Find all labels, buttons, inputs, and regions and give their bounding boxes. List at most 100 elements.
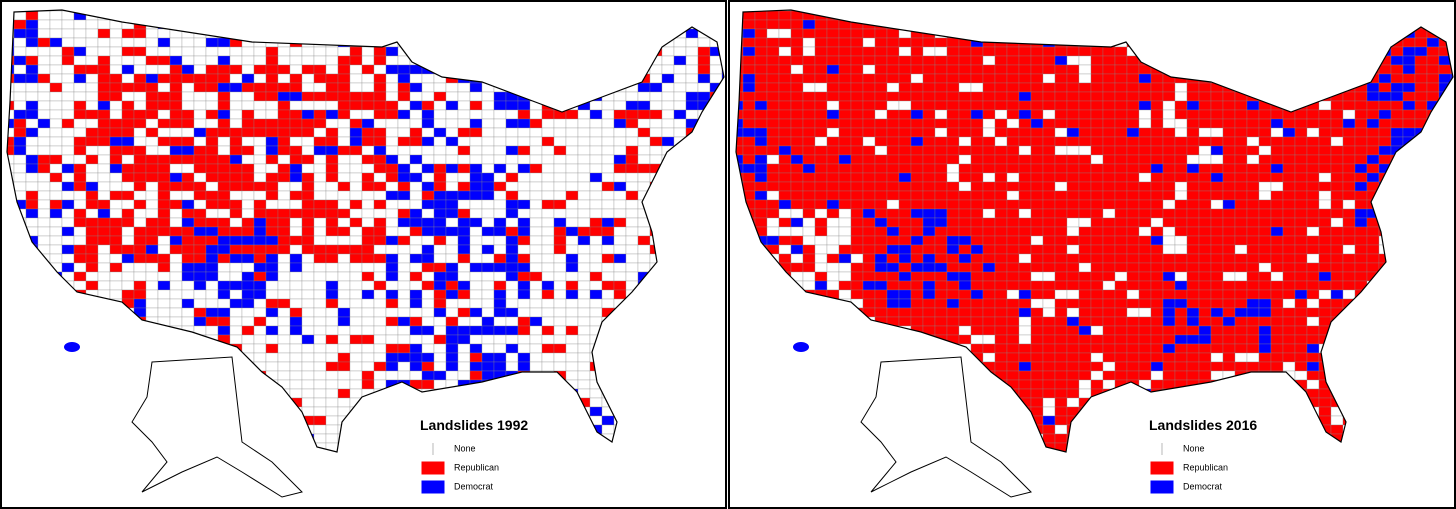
county [349, 388, 363, 399]
county [1150, 73, 1164, 84]
county [970, 163, 984, 174]
county [181, 262, 195, 273]
county [349, 136, 363, 147]
county [37, 136, 51, 147]
county [601, 136, 615, 147]
county [874, 262, 888, 273]
county [1186, 154, 1200, 165]
county [481, 217, 495, 228]
county [1150, 199, 1164, 210]
county [385, 253, 399, 264]
county [553, 280, 567, 291]
county [217, 145, 231, 156]
county [145, 181, 159, 192]
county [1210, 127, 1224, 138]
county [397, 163, 411, 174]
county [241, 226, 255, 237]
county [49, 226, 63, 237]
county [409, 109, 423, 120]
county [1342, 136, 1356, 147]
county [253, 271, 267, 282]
county [838, 55, 852, 66]
county [1042, 217, 1056, 228]
county [790, 82, 804, 93]
county [85, 163, 99, 174]
county [193, 100, 207, 111]
county [874, 226, 888, 237]
county [1354, 91, 1368, 102]
county [493, 136, 507, 147]
county [337, 253, 351, 264]
county [157, 118, 171, 129]
county [922, 145, 936, 156]
county [1006, 163, 1020, 174]
county [301, 64, 315, 75]
county [1294, 118, 1308, 129]
county [433, 280, 447, 291]
county [742, 55, 756, 66]
county [505, 127, 519, 138]
county [385, 190, 399, 201]
county [577, 370, 591, 381]
county [922, 91, 936, 102]
county [1306, 226, 1320, 237]
county [742, 28, 756, 39]
county [766, 136, 780, 147]
county [385, 109, 399, 120]
county [1090, 109, 1104, 120]
county [1366, 244, 1380, 255]
county [97, 199, 111, 210]
county [529, 235, 543, 246]
county [802, 73, 816, 84]
county [121, 118, 135, 129]
county [1162, 145, 1176, 156]
county [826, 217, 840, 228]
county [1054, 127, 1068, 138]
county [277, 316, 291, 327]
county [1006, 118, 1020, 129]
county [886, 82, 900, 93]
county [361, 118, 375, 129]
county [1222, 217, 1236, 228]
county [493, 109, 507, 120]
county [97, 163, 111, 174]
county [409, 325, 423, 336]
county [850, 208, 864, 219]
county [325, 208, 339, 219]
county [325, 145, 339, 156]
county [397, 262, 411, 273]
county [73, 190, 87, 201]
county [1162, 199, 1176, 210]
county [553, 190, 567, 201]
county [802, 145, 816, 156]
county [838, 253, 852, 264]
county [1246, 145, 1260, 156]
county [229, 82, 243, 93]
county [505, 343, 519, 354]
county [313, 244, 327, 255]
county [325, 154, 339, 165]
county [349, 379, 363, 390]
county [613, 163, 627, 174]
county [802, 163, 816, 174]
county [1078, 235, 1092, 246]
county [541, 352, 555, 363]
county [982, 100, 996, 111]
county [61, 28, 75, 39]
county [553, 145, 567, 156]
county [241, 262, 255, 273]
county [409, 163, 423, 174]
county [1162, 190, 1176, 201]
county [253, 118, 267, 129]
county [1366, 163, 1380, 174]
county [1366, 109, 1380, 120]
county [838, 82, 852, 93]
county [61, 172, 75, 183]
county [37, 190, 51, 201]
county [517, 136, 531, 147]
county [1390, 73, 1404, 84]
county [1402, 55, 1416, 66]
county [433, 334, 447, 345]
county [469, 334, 483, 345]
county [673, 46, 687, 57]
